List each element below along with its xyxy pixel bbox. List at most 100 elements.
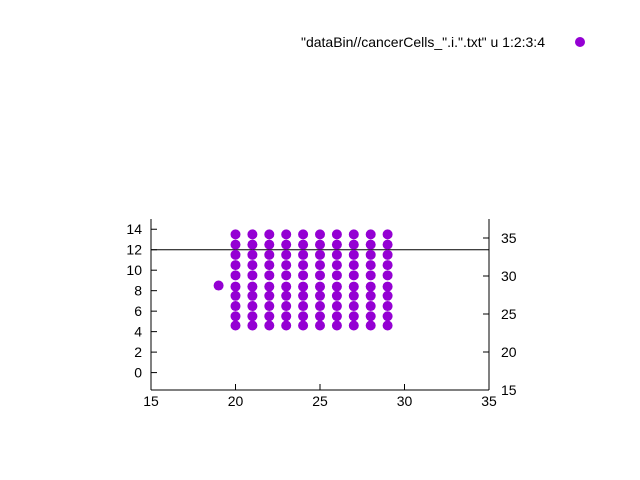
data-point [247, 320, 258, 331]
data-point [365, 290, 376, 301]
data-point [365, 320, 376, 331]
x-tick-label: 35 [481, 393, 497, 409]
data-point [247, 239, 258, 250]
y-left-tick-label: 4 [134, 324, 142, 340]
data-point [230, 239, 241, 250]
data-point [281, 260, 292, 271]
x-tick-label: 25 [312, 393, 328, 409]
data-point [348, 270, 359, 281]
data-point [331, 301, 342, 312]
data-point [298, 239, 309, 250]
data-point [365, 301, 376, 312]
data-point [382, 320, 393, 331]
data-point [247, 260, 258, 271]
data-point [382, 301, 393, 312]
data-point [281, 249, 292, 260]
data-point [331, 290, 342, 301]
data-point [298, 270, 309, 281]
data-point [348, 260, 359, 271]
y-left-tick-label: 8 [134, 283, 142, 299]
data-point [230, 229, 241, 240]
ticks [150, 228, 490, 391]
data-point [281, 229, 292, 240]
data-point [264, 281, 275, 292]
data-point [264, 229, 275, 240]
data-point [298, 229, 309, 240]
data-point [298, 311, 309, 322]
data-point [382, 290, 393, 301]
y-left-tick-label: 0 [134, 365, 142, 381]
data-point [315, 290, 325, 301]
data-point [298, 320, 309, 331]
data-point [247, 311, 258, 322]
data-point [264, 311, 275, 322]
data-point [230, 260, 241, 271]
data-point [298, 249, 309, 260]
data-point [264, 270, 275, 281]
y-left-tick-label: 6 [134, 303, 142, 319]
data-point [315, 320, 325, 331]
data-point [298, 281, 309, 292]
data-point [281, 320, 292, 331]
data-point [281, 239, 292, 250]
data-point [264, 249, 275, 260]
data-points [213, 229, 393, 331]
data-point [281, 281, 292, 292]
data-point [247, 301, 258, 312]
data-point [230, 270, 241, 281]
data-point [365, 281, 376, 292]
data-point [281, 290, 292, 301]
data-point [331, 270, 342, 281]
data-point [382, 239, 393, 250]
data-point [382, 260, 393, 271]
data-point [365, 239, 376, 250]
data-point [365, 311, 376, 322]
tick-labels: 15 20 25 30 35 0 2 4 6 8 10 12 14 15 20 25 30 35 [126, 221, 516, 409]
data-point [348, 320, 359, 331]
data-point [264, 320, 275, 331]
data-point [331, 260, 342, 271]
x-tick-label: 15 [143, 393, 159, 409]
data-point [264, 239, 275, 250]
data-point [382, 311, 393, 322]
legend-marker [575, 37, 585, 47]
legend-label: "dataBin//cancerCells_".i.".txt" u 1:2:3… [301, 34, 545, 50]
y-left-tick-label: 2 [134, 344, 142, 360]
data-point [281, 301, 292, 312]
data-point [281, 270, 292, 281]
y-right-tick-label: 35 [501, 230, 517, 246]
data-point [230, 249, 241, 260]
data-point [315, 239, 325, 250]
data-point [331, 239, 342, 250]
data-point [331, 229, 342, 240]
data-point [365, 229, 376, 240]
x-tick-label: 20 [228, 393, 244, 409]
data-point [382, 229, 393, 240]
data-point [230, 290, 241, 301]
data-point [230, 281, 241, 292]
y-left-tick-label: 10 [126, 262, 142, 278]
data-point [348, 301, 359, 312]
y-right-tick-label: 30 [501, 268, 517, 284]
data-point [264, 301, 275, 312]
data-point [365, 260, 376, 271]
data-point [264, 290, 275, 301]
y-left-tick-label: 14 [126, 221, 142, 237]
data-point [230, 301, 241, 312]
data-point [247, 270, 258, 281]
data-point [247, 229, 258, 240]
data-point [247, 249, 258, 260]
data-point [348, 290, 359, 301]
data-point [315, 281, 325, 292]
data-point [315, 311, 325, 322]
data-point [348, 281, 359, 292]
data-point [315, 229, 325, 240]
data-point [382, 281, 393, 292]
data-point [331, 320, 342, 331]
data-point [298, 301, 309, 312]
data-point [213, 280, 224, 291]
data-point [348, 229, 359, 240]
data-point [348, 249, 359, 260]
data-point [264, 260, 275, 271]
